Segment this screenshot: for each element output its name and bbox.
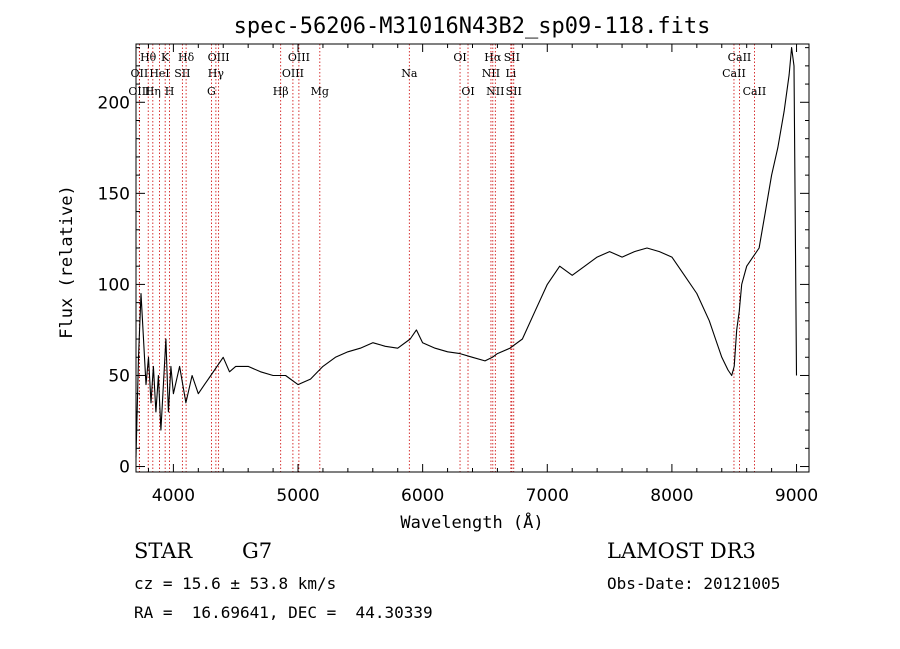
- x-tick-label-7000: 7000: [526, 486, 569, 506]
- coordinates: RA = 16.69641, DEC = 44.30339: [134, 603, 433, 622]
- y-tick-label-0: 0: [119, 458, 130, 478]
- object-class: STAR: [134, 539, 193, 563]
- y-axis-ticks: 0 50 100 150 200: [98, 47, 809, 478]
- x-tick-label-4000: 4000: [152, 486, 195, 506]
- marker-label-22: SII: [504, 51, 520, 64]
- marker-label-8: H: [165, 85, 175, 98]
- x-tick-label-9000: 9000: [775, 486, 818, 506]
- marker-label-13: OIII: [282, 67, 304, 80]
- marker-label-17: OI: [453, 51, 466, 64]
- subclass: G7: [242, 539, 273, 563]
- marker-label-5: Hη: [145, 85, 161, 98]
- marker-label-7: SII: [174, 67, 190, 80]
- survey-name: LAMOST DR3: [607, 539, 756, 563]
- marker-label-21: NII: [486, 85, 504, 98]
- x-axis-ticks: 4000 5000 6000 7000 8000 9000: [147, 44, 818, 506]
- y-tick-label-200: 200: [98, 93, 130, 113]
- marker-label-3: K: [161, 51, 170, 64]
- y-tick-label-100: 100: [98, 275, 130, 295]
- marker-label-11: G: [207, 85, 216, 98]
- marker-label-15: Mg: [311, 85, 329, 98]
- marker-label-24: SII: [506, 85, 522, 98]
- y-tick-label-50: 50: [108, 366, 130, 386]
- marker-label-12: OIII: [288, 51, 310, 64]
- series-line-flux: [135, 47, 798, 458]
- plot-frame: [135, 43, 810, 473]
- y-tick-label-150: 150: [98, 184, 130, 204]
- marker-label-6: Hδ: [178, 51, 195, 64]
- flux-series: [135, 47, 798, 458]
- marker-label-14: Hβ: [273, 85, 289, 98]
- marker-label-23: Li: [505, 67, 516, 80]
- x-tick-label-8000: 8000: [650, 486, 693, 506]
- x-tick-label-6000: 6000: [401, 486, 444, 506]
- marker-label-10: Hγ: [208, 67, 225, 80]
- observation-date: Obs-Date: 20121005: [607, 574, 781, 593]
- marker-label-0: Hθ: [140, 51, 157, 64]
- marker-label-9: OIII: [208, 51, 230, 64]
- marker-label-4: HeI: [149, 67, 169, 80]
- marker-label-25: CaII: [728, 51, 752, 64]
- redshift-velocity: cz = 15.6 ± 53.8 km/s: [134, 574, 337, 593]
- marker-label-2: OIII: [128, 85, 150, 98]
- marker-label-16: Na: [401, 67, 418, 80]
- marker-label-19: Hα: [484, 51, 502, 64]
- x-axis-label: Wavelength (Å): [400, 511, 543, 533]
- chart-title: spec-56206-M31016N43B2_sp09-118.fits: [234, 14, 711, 39]
- marker-label-26: CaII: [722, 67, 746, 80]
- marker-label-20: NII: [482, 67, 500, 80]
- marker-label-27: CaII: [743, 85, 767, 98]
- y-axis-label: Flux (relative): [57, 185, 77, 339]
- marker-label-18: OI: [461, 85, 474, 98]
- x-tick-label-5000: 5000: [276, 486, 319, 506]
